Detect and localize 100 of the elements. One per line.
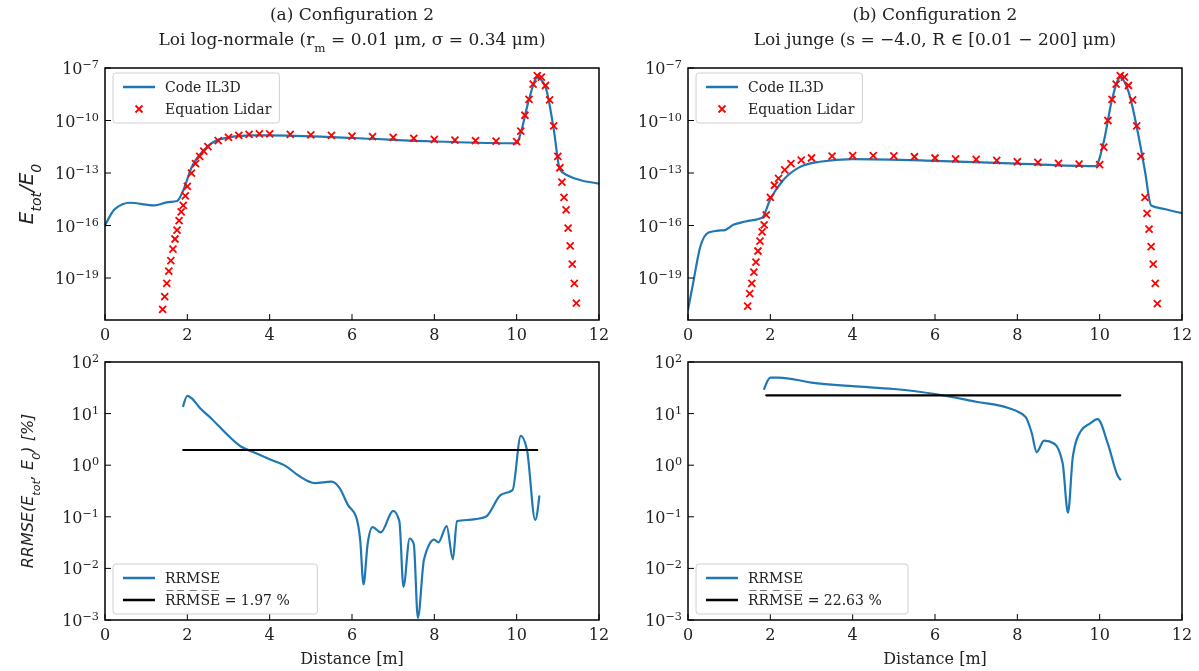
x-tick-label: 2 bbox=[765, 325, 776, 344]
point bbox=[178, 201, 188, 210]
y-tick-label: 10$^{−10}$ bbox=[55, 110, 99, 131]
point bbox=[528, 79, 538, 89]
chart-subtitle: Loi junge (s = −4.0, R ∈ [0.01 − 200] μm) bbox=[753, 29, 1117, 49]
point bbox=[1144, 224, 1154, 234]
point bbox=[1150, 278, 1160, 288]
legend-label: Code IL3D bbox=[748, 79, 824, 95]
point bbox=[409, 134, 419, 143]
point bbox=[759, 220, 769, 230]
point bbox=[1103, 116, 1113, 125]
x-axis-title: Distance [m] bbox=[300, 649, 404, 668]
point bbox=[747, 278, 757, 288]
point bbox=[191, 159, 200, 169]
point bbox=[571, 298, 581, 308]
point bbox=[541, 81, 550, 90]
x-tick-label: 8 bbox=[429, 325, 440, 344]
point bbox=[761, 210, 771, 220]
point bbox=[532, 71, 542, 80]
x-tick-label: 6 bbox=[929, 625, 941, 644]
y-tick-label: 10$^{−10}$ bbox=[638, 110, 682, 131]
point bbox=[203, 142, 213, 152]
point bbox=[516, 126, 526, 136]
point bbox=[176, 207, 186, 217]
point bbox=[388, 132, 398, 142]
point bbox=[545, 95, 554, 105]
x-tick-label: 6 bbox=[346, 625, 358, 644]
x-tick-label: 6 bbox=[346, 325, 358, 344]
legend-label: R̅R̅M̅S̅E̅ = 22.63 % bbox=[748, 590, 882, 608]
point bbox=[569, 278, 579, 288]
point bbox=[559, 193, 569, 202]
y-tick-label: 10$^{2}$ bbox=[71, 351, 99, 372]
point bbox=[951, 154, 960, 164]
y-tick-label: 10$^{2}$ bbox=[654, 351, 682, 372]
y-tick-label: 10$^{−7}$ bbox=[645, 57, 682, 78]
point bbox=[868, 151, 878, 160]
point bbox=[471, 136, 480, 146]
point bbox=[555, 163, 565, 173]
legend-label: RRMSE bbox=[748, 570, 804, 586]
x-tick-label: 0 bbox=[682, 625, 694, 644]
x-tick-label: 12 bbox=[588, 625, 610, 644]
point bbox=[1140, 193, 1150, 202]
point bbox=[187, 168, 196, 178]
point bbox=[1111, 79, 1121, 89]
point bbox=[780, 165, 790, 175]
x-tick-label: 4 bbox=[264, 325, 275, 344]
x-tick-label: 4 bbox=[264, 625, 275, 644]
point bbox=[213, 136, 223, 146]
point bbox=[164, 266, 174, 276]
point bbox=[450, 135, 460, 145]
y-tick-label: 10$^{−7}$ bbox=[62, 57, 99, 78]
x-tick-label: 10 bbox=[1089, 625, 1110, 644]
point bbox=[168, 244, 178, 254]
y-tick-label: 10$^{−13}$ bbox=[638, 162, 682, 184]
point bbox=[520, 110, 530, 120]
point bbox=[796, 155, 806, 165]
y-tick-label: 10$^{−1}$ bbox=[62, 506, 99, 527]
point bbox=[491, 136, 501, 146]
point bbox=[563, 223, 573, 233]
point bbox=[368, 132, 377, 142]
x-tick-label: 12 bbox=[1171, 625, 1193, 644]
y-tick-label: 10$^{−3}$ bbox=[62, 609, 99, 630]
point bbox=[753, 246, 763, 256]
point bbox=[757, 227, 767, 237]
point bbox=[512, 137, 522, 146]
point bbox=[182, 182, 192, 191]
point bbox=[1132, 121, 1142, 131]
point bbox=[1136, 151, 1146, 161]
legend-label: Equation Lidar bbox=[165, 101, 272, 117]
y-tick-label: 10$^{−3}$ bbox=[645, 609, 682, 630]
point bbox=[160, 292, 170, 301]
point bbox=[807, 153, 816, 163]
y-tick-label: 10$^{−13}$ bbox=[55, 162, 99, 184]
x-tick-label: 6 bbox=[929, 325, 941, 344]
point bbox=[774, 173, 783, 183]
point bbox=[524, 95, 534, 104]
point bbox=[166, 256, 176, 265]
legend-label: R̅R̅M̅S̅E̅ = 1.97 % bbox=[165, 590, 290, 608]
point bbox=[1012, 157, 1022, 167]
point bbox=[1128, 95, 1137, 105]
point bbox=[162, 278, 172, 288]
point bbox=[848, 151, 858, 160]
x-axis-title: Distance [m] bbox=[883, 649, 987, 668]
x-tick-label: 0 bbox=[99, 325, 111, 344]
y-tick-label: 10$^{1}$ bbox=[71, 403, 99, 424]
point bbox=[172, 225, 182, 235]
x-tick-label: 10 bbox=[506, 325, 527, 344]
line-series bbox=[763, 376, 1122, 514]
chart-title: (b) Configuration 2 bbox=[852, 4, 1018, 24]
point bbox=[971, 155, 981, 164]
x-tick-label: 2 bbox=[182, 625, 193, 644]
point bbox=[1107, 95, 1117, 104]
point bbox=[557, 177, 567, 187]
point bbox=[567, 259, 577, 269]
legend-label: RRMSE bbox=[165, 570, 221, 586]
x-tick-label: 4 bbox=[847, 625, 858, 644]
point bbox=[889, 151, 899, 161]
legend-label: Code IL3D bbox=[165, 79, 241, 95]
y-tick-label: 10$^{−16}$ bbox=[55, 215, 99, 236]
x-tick-label: 0 bbox=[682, 325, 694, 344]
